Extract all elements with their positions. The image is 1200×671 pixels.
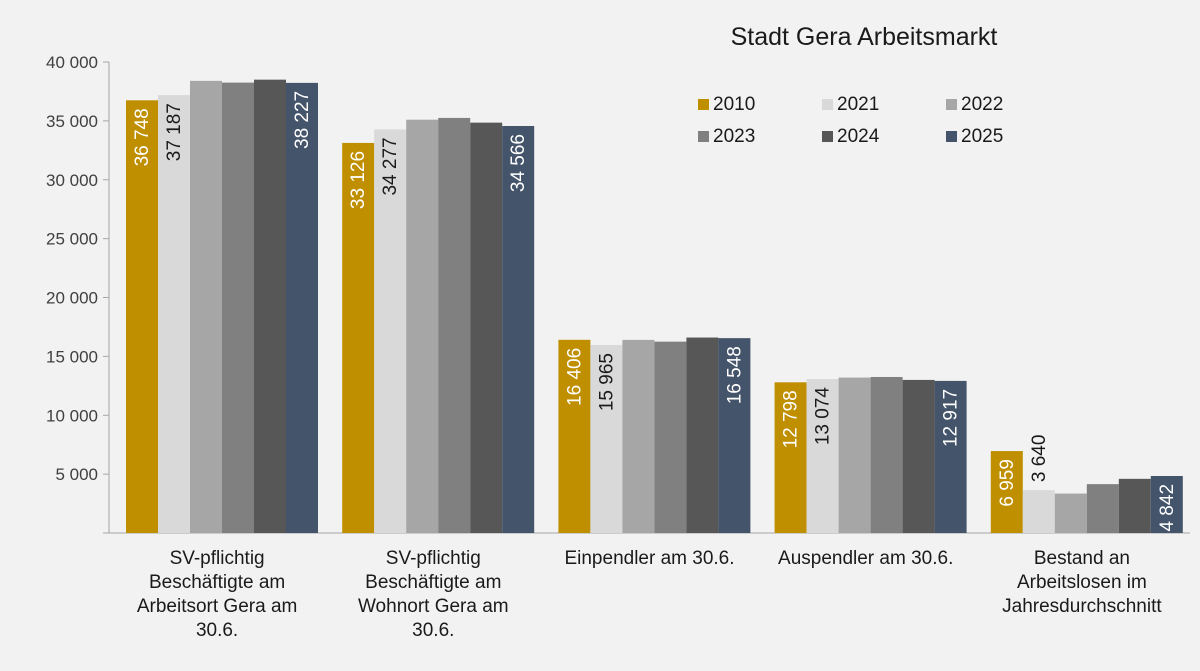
legend-swatch [698, 131, 709, 142]
bar [406, 119, 439, 533]
bar [190, 80, 222, 533]
data-label: 38 227 [292, 91, 313, 149]
legend: 2010 2021 2022 2023 2024 2025 [698, 94, 1003, 147]
bar [254, 79, 286, 533]
bar [126, 100, 158, 533]
data-label: 36 748 [132, 108, 153, 166]
data-label: 16 406 [564, 348, 585, 406]
chart-title: Stadt Gera Arbeitsmarkt [731, 23, 998, 51]
bar [902, 379, 935, 533]
bar [590, 345, 623, 533]
bar [558, 339, 591, 533]
data-label: 37 187 [164, 103, 185, 161]
bar [1150, 475, 1183, 533]
data-label: 6 959 [997, 459, 1018, 507]
y-tick-label: 15 000 [46, 347, 98, 366]
bar [158, 95, 190, 533]
bar [934, 380, 967, 533]
bar [806, 379, 839, 533]
legend-label: 2023 [713, 126, 755, 147]
y-tick-label: 5 000 [55, 465, 98, 484]
data-label: 16 548 [724, 346, 745, 404]
category-label: SV-pflichtig Beschäftigte am Arbeitsort Ge… [137, 548, 298, 641]
legend-label: 2025 [961, 126, 1003, 147]
category-labels: SV-pflichtig Beschäftigte am Arbeitsort Ge… [137, 548, 1163, 641]
bar [990, 451, 1023, 533]
legend-swatch [822, 131, 833, 142]
data-label: 4 842 [1157, 484, 1178, 532]
data-label: 12 798 [781, 390, 802, 448]
y-tick-label: 20 000 [46, 289, 98, 308]
data-label: 13 074 [813, 387, 834, 446]
legend-label: 2010 [713, 94, 755, 115]
legend-label: 2022 [961, 94, 1003, 115]
legend-swatch [698, 99, 709, 110]
data-label: 34 277 [380, 137, 401, 195]
category-label: Einpendler am 30.6. [564, 548, 734, 569]
bars [126, 79, 1183, 534]
y-tick-label: 25 000 [46, 230, 98, 249]
y-tick-label: 40 000 [46, 53, 98, 72]
bar [1022, 490, 1055, 533]
legend-label: 2024 [837, 126, 880, 147]
legend-swatch [946, 99, 957, 110]
bar [1118, 478, 1151, 533]
bar [654, 341, 687, 533]
bar [286, 82, 318, 533]
bar [870, 376, 903, 533]
bar [438, 117, 471, 534]
bar [718, 338, 751, 533]
bar [1086, 484, 1119, 533]
data-label: 34 566 [508, 134, 529, 192]
bar [470, 122, 503, 534]
data-labels: 36 748 33 126 16 406 12 798 6 959 37 187 34 27… [132, 91, 1178, 532]
bar [686, 337, 719, 533]
bar [222, 82, 254, 533]
category-label: Bestand an Arbeitslosen im Jahresdurchschn… [1002, 548, 1162, 617]
bar [774, 382, 807, 533]
legend-swatch [822, 99, 833, 110]
bar [1054, 493, 1087, 533]
y-tick-label: 10 000 [46, 406, 98, 425]
data-label: 15 965 [596, 353, 617, 411]
data-label: 33 126 [348, 151, 369, 209]
bar [622, 339, 655, 533]
y-tick-label: 35 000 [46, 112, 98, 131]
bar [502, 125, 535, 533]
data-label: 3 640 [1029, 435, 1050, 483]
legend-label: 2021 [837, 94, 879, 115]
legend-swatch [946, 131, 957, 142]
category-label: Auspendler am 30.6. [778, 548, 953, 569]
bar [838, 377, 871, 533]
bar [374, 129, 407, 534]
data-label: 12 917 [941, 389, 962, 447]
y-tick-label: 30 000 [46, 171, 98, 190]
bar [342, 142, 375, 533]
category-label: SV-pflichtig Beschäftigte am Wohnort Gera … [358, 548, 509, 641]
